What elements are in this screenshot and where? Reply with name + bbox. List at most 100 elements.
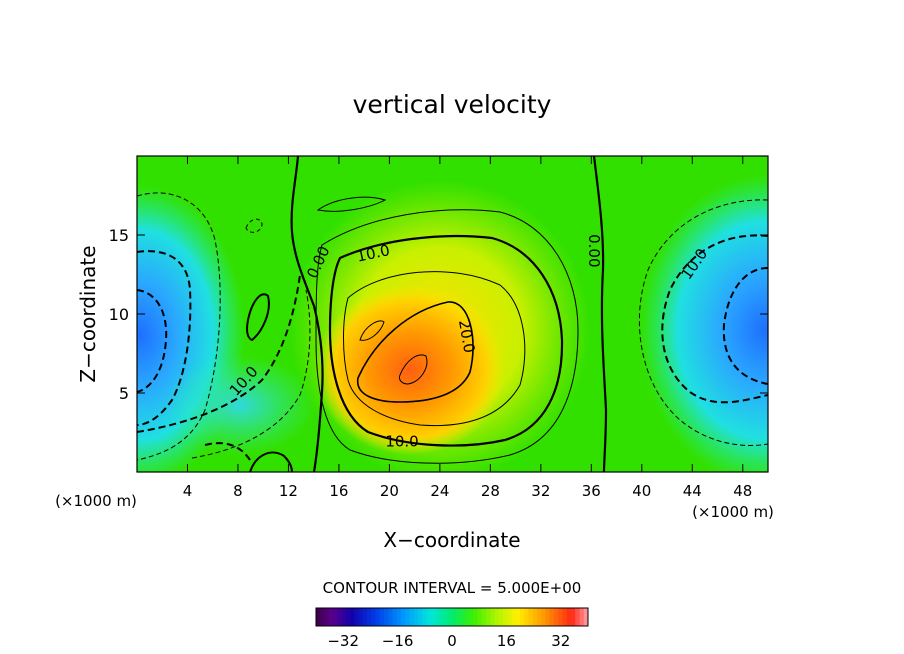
colorbar-cell bbox=[571, 608, 576, 626]
colorbar-cell bbox=[507, 608, 512, 626]
contour-label: 20.0 bbox=[455, 318, 479, 354]
colorbar-cell bbox=[426, 608, 432, 626]
colorbar-cell bbox=[528, 608, 534, 626]
colorbar-cell bbox=[566, 608, 572, 626]
colorbar-cell bbox=[515, 608, 521, 626]
contour-lines bbox=[137, 156, 768, 472]
y-axis-label: Z−coordinate bbox=[76, 245, 100, 382]
x-tick-label: 4 bbox=[183, 482, 193, 500]
colorbar-cell bbox=[324, 608, 330, 626]
contour-neg-left-5 bbox=[137, 192, 221, 461]
field-negative-right bbox=[640, 175, 768, 472]
colorbar-cell bbox=[481, 608, 487, 626]
colorbar-cell bbox=[341, 608, 347, 626]
x-tick-label: 40 bbox=[632, 482, 651, 500]
colorbar-cell bbox=[333, 608, 338, 626]
contour-neg-mid-5 bbox=[191, 289, 311, 459]
contour-label-text: 0.00 bbox=[585, 234, 603, 267]
colorbar-cell bbox=[545, 608, 551, 626]
colorbar-cell bbox=[443, 608, 449, 626]
colorbar-cell bbox=[473, 608, 478, 626]
colorbar-cell bbox=[549, 608, 555, 626]
colorbar-cell bbox=[388, 608, 393, 626]
field-positive-core bbox=[315, 285, 505, 455]
contour-interval-text: CONTOUR INTERVAL = 5.000E+00 bbox=[323, 579, 582, 597]
colorbar-cell bbox=[537, 608, 542, 626]
colorbar-cell bbox=[562, 608, 568, 626]
colorbar-cell bbox=[558, 608, 563, 626]
colorbar-cell bbox=[503, 608, 508, 626]
colorbar-cell bbox=[316, 608, 321, 626]
x-tick-label: 32 bbox=[531, 482, 550, 500]
colorbar-frame bbox=[315, 607, 589, 627]
colorbar-cell bbox=[460, 608, 466, 626]
colorbar-cell bbox=[447, 608, 453, 626]
contour-zero-left bbox=[290, 156, 324, 472]
colorbar-cell bbox=[575, 608, 580, 626]
contour-small-loop-a bbox=[246, 293, 270, 342]
colorbar-cell bbox=[379, 608, 385, 626]
contour-neg-left-20 bbox=[137, 289, 168, 393]
colorbar-cell bbox=[490, 608, 495, 626]
y-axis: 5 10 15 bbox=[109, 226, 768, 403]
x-unit-label-left: (×1000 m) bbox=[55, 492, 137, 510]
colorbar-cell bbox=[320, 608, 325, 626]
colorbar-cell bbox=[541, 608, 546, 626]
contour-neg-mid-10 bbox=[137, 274, 301, 433]
colorbar-cell bbox=[511, 608, 517, 626]
x-tick-label: 12 bbox=[279, 482, 298, 500]
colorbar-cell bbox=[477, 608, 483, 626]
colorbar-tick-label: 32 bbox=[551, 632, 570, 650]
contour-small-loop-b bbox=[249, 451, 293, 472]
colorbar-cell bbox=[371, 608, 376, 626]
contour-neg-right-5 bbox=[638, 199, 768, 446]
colorbar-tick-label: 16 bbox=[497, 632, 516, 650]
colorbar-cell bbox=[354, 608, 359, 626]
contour-small-inner bbox=[359, 320, 385, 341]
colorbar-cell bbox=[498, 608, 504, 626]
contour-label-text: 20.0 bbox=[455, 318, 479, 354]
colorbar-cell bbox=[375, 608, 381, 626]
contour-pos-20 bbox=[357, 301, 474, 403]
x-axis: 4 8 12 16 20 24 28 32 36 40 44 48 bbox=[183, 156, 752, 500]
x-tick-label: 44 bbox=[683, 482, 702, 500]
colorbar-tick-label: −16 bbox=[382, 632, 414, 650]
field-negative-lowleft bbox=[165, 355, 315, 455]
colorbar-cell bbox=[422, 608, 427, 626]
colorbar-cell bbox=[384, 608, 389, 626]
contour-pos-10 bbox=[328, 234, 564, 447]
colorbar-cell bbox=[456, 608, 461, 626]
chart-title: vertical velocity bbox=[353, 90, 552, 119]
x-tick-label: 16 bbox=[329, 482, 348, 500]
colorbar-cell bbox=[486, 608, 491, 626]
contour-neg-bottom bbox=[204, 442, 251, 461]
y-tick-label: 5 bbox=[119, 384, 129, 403]
colorbar-cell bbox=[430, 608, 436, 626]
contour-neg-left-10 bbox=[137, 250, 192, 426]
colorbar-cell bbox=[439, 608, 444, 626]
colorbar-tick-label: −32 bbox=[327, 632, 359, 650]
colorbar-cell bbox=[452, 608, 457, 626]
colorbar: −32 −16 0 16 32 bbox=[315, 607, 589, 650]
colorbar-tick-label: 0 bbox=[447, 632, 457, 650]
colorbar-cell bbox=[524, 608, 529, 626]
colorbar-cell bbox=[401, 608, 406, 626]
x-tick-label: 24 bbox=[430, 482, 449, 500]
colorbar-cell bbox=[396, 608, 402, 626]
x-tick-label: 28 bbox=[481, 482, 500, 500]
colorbar-cell bbox=[418, 608, 423, 626]
contour-top-small bbox=[316, 196, 387, 212]
colorbar-cell bbox=[337, 608, 342, 626]
plot-area: 0.00 10.020.010.00.00 10.010.0 bbox=[137, 156, 768, 472]
contour-label: 0.00 bbox=[585, 234, 603, 267]
y-tick-label: 15 bbox=[109, 226, 129, 245]
x-tick-label: 48 bbox=[733, 482, 752, 500]
colorbar-cell bbox=[579, 608, 585, 626]
contour-pos-5 bbox=[315, 209, 579, 464]
colorbar-cell bbox=[413, 608, 419, 626]
colorbar-cell bbox=[392, 608, 398, 626]
colorbar-cell bbox=[520, 608, 525, 626]
y-tick-label: 10 bbox=[109, 305, 129, 324]
colorbar-cell bbox=[362, 608, 368, 626]
